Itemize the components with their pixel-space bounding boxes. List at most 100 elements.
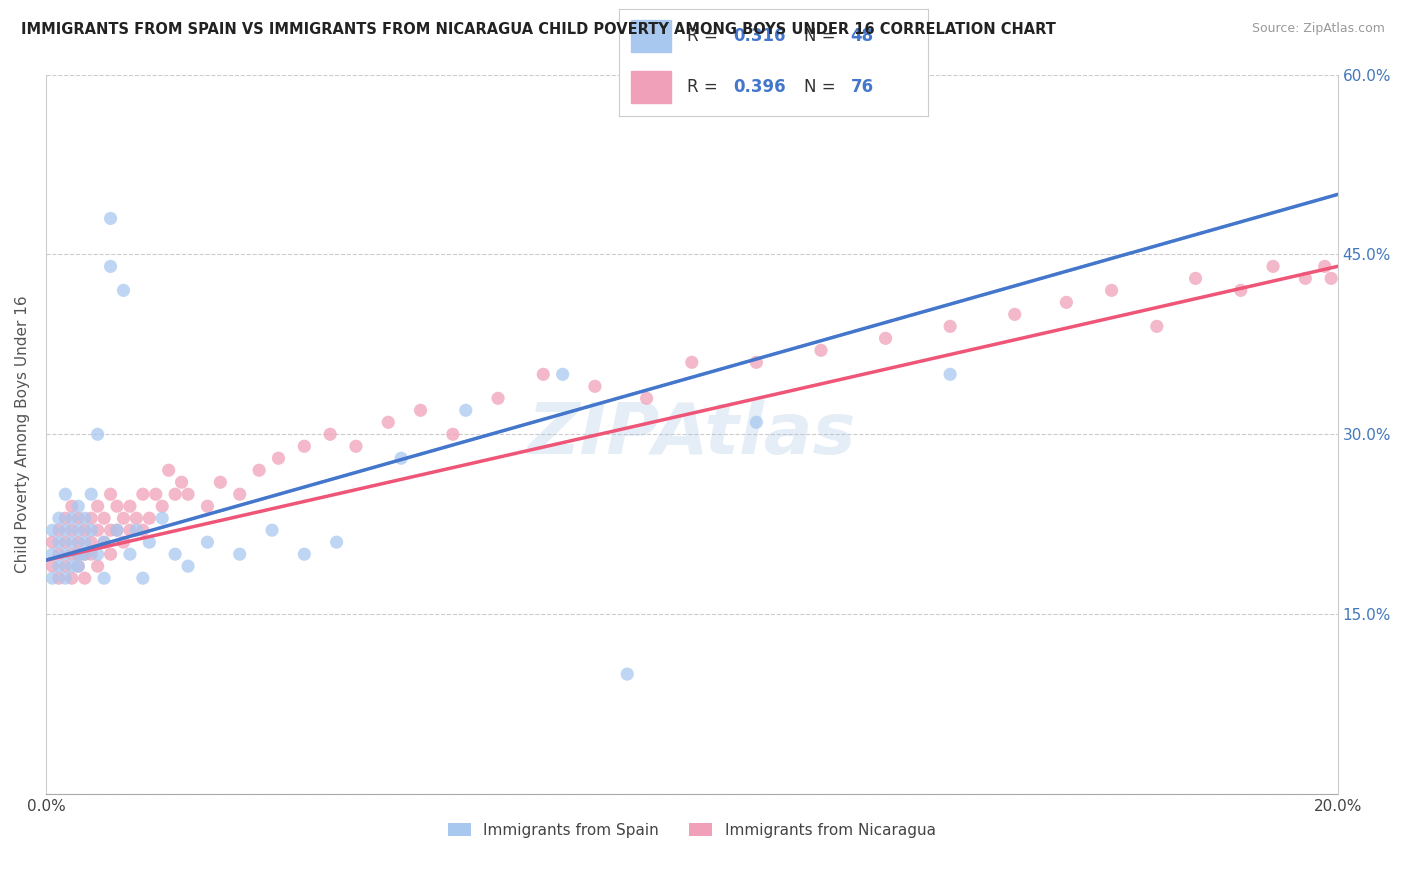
Point [73,511,96,525]
Point [583,379,606,393]
Text: N =: N = [804,27,841,45]
Point [118,523,141,537]
Point [53,523,76,537]
Point [197,500,219,514]
Point [150,500,173,514]
Point [48,511,70,525]
Point [112,511,135,525]
Point [105,500,128,514]
Point [377,415,399,429]
Text: R =: R = [686,27,723,45]
Legend: Immigrants from Spain, Immigrants from Nicaragua: Immigrants from Spain, Immigrants from N… [441,817,942,844]
Text: 0.396: 0.396 [733,78,786,96]
Point [1320,271,1343,285]
Point [454,403,477,417]
Point [86,427,108,442]
Point [939,319,962,334]
Point [132,523,155,537]
Point [67,559,90,574]
Point [105,523,128,537]
Point [80,523,103,537]
Text: 48: 48 [851,27,873,45]
Point [93,571,115,585]
Point [86,547,108,561]
Point [228,547,250,561]
Point [1054,295,1077,310]
Point [86,523,108,537]
Point [209,475,232,490]
Point [681,355,703,369]
Point [80,487,103,501]
Point [247,463,270,477]
Point [53,559,76,574]
Point [105,523,128,537]
Point [125,523,148,537]
Point [73,523,96,537]
Point [389,451,412,466]
Point [41,547,63,561]
Point [409,403,432,417]
Point [100,523,122,537]
Text: N =: N = [804,78,841,96]
Point [165,487,187,501]
Point [73,571,96,585]
Point [67,511,90,525]
Point [53,487,76,501]
Text: IMMIGRANTS FROM SPAIN VS IMMIGRANTS FROM NICARAGUA CHILD POVERTY AMONG BOYS UNDE: IMMIGRANTS FROM SPAIN VS IMMIGRANTS FROM… [21,22,1056,37]
Point [177,559,200,574]
Point [745,355,768,369]
Point [48,535,70,549]
Point [41,571,63,585]
Point [267,451,290,466]
Point [551,368,574,382]
Point [73,535,96,549]
Bar [631,20,671,52]
Point [1229,284,1251,298]
Point [53,571,76,585]
Point [636,392,658,406]
Point [344,439,367,453]
Point [73,547,96,561]
Point [138,511,160,525]
Point [41,535,63,549]
Point [157,463,180,477]
Point [67,559,90,574]
Point [67,547,90,561]
Point [132,571,155,585]
Point [67,500,90,514]
Point [80,547,103,561]
Point [48,523,70,537]
Point [53,511,76,525]
Point [616,667,638,681]
Point [60,559,83,574]
Point [112,284,135,298]
Point [48,559,70,574]
Text: ZIPAtlas: ZIPAtlas [527,400,856,469]
Point [80,535,103,549]
Point [1294,271,1316,285]
Point [125,511,148,525]
Point [53,547,76,561]
Point [1261,260,1284,274]
Point [810,343,832,358]
Point [100,487,122,501]
Point [60,523,83,537]
Point [486,392,509,406]
Point [138,535,160,549]
Text: 76: 76 [851,78,873,96]
Point [1313,260,1336,274]
Point [939,368,962,382]
Point [118,547,141,561]
Point [41,559,63,574]
Bar [631,71,671,103]
Point [132,487,155,501]
Point [228,487,250,501]
Point [60,535,83,549]
Point [325,535,347,549]
Point [292,439,315,453]
Point [165,547,187,561]
Point [86,500,108,514]
Text: 0.316: 0.316 [733,27,786,45]
Point [197,535,219,549]
Point [1004,307,1026,321]
